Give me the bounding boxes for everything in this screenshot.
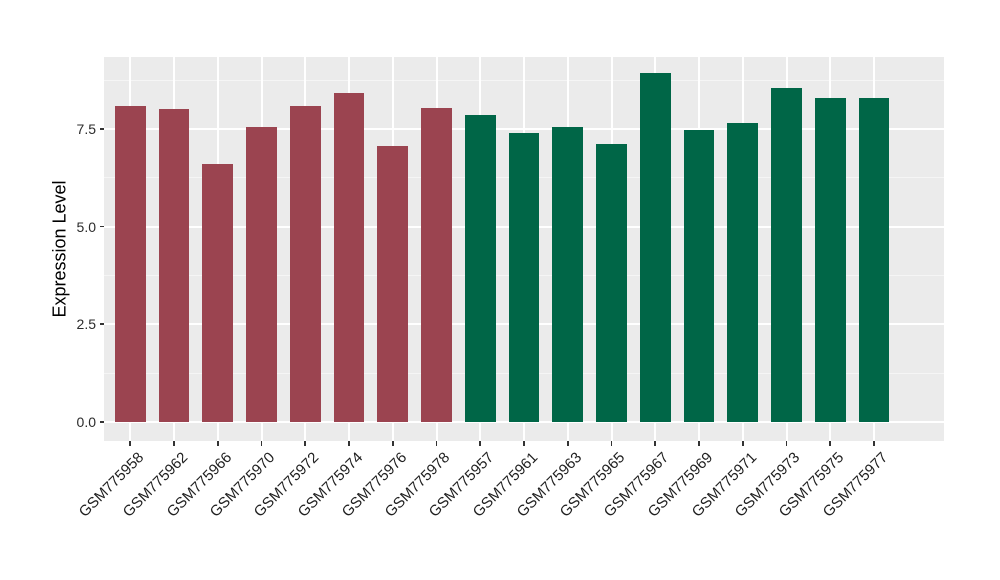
bar xyxy=(114,106,146,422)
y-tick-label: 2.5 xyxy=(76,316,96,333)
x-tick-mark xyxy=(435,441,438,446)
plot-panel xyxy=(104,57,944,441)
y-tick-mark xyxy=(99,323,104,325)
x-tick-mark xyxy=(391,441,394,446)
bar xyxy=(683,129,715,422)
y-tick-label: 0.0 xyxy=(76,413,96,430)
x-tick-mark xyxy=(829,441,832,446)
bar xyxy=(552,126,584,422)
y-tick-label: 7.5 xyxy=(76,120,96,137)
x-tick-label: GSM775977 xyxy=(659,449,891,521)
bar xyxy=(464,115,496,422)
bar xyxy=(771,87,802,422)
x-tick-mark xyxy=(566,441,569,446)
bar xyxy=(596,143,627,422)
bar xyxy=(158,108,190,422)
bar xyxy=(202,164,234,422)
bar xyxy=(508,132,540,422)
x-tick-mark xyxy=(654,441,657,446)
x-tick-mark xyxy=(304,441,307,446)
y-tick-mark xyxy=(99,421,104,423)
bar xyxy=(333,92,365,422)
x-tick-mark xyxy=(523,441,525,446)
x-tick-label-text: GSM775977 xyxy=(819,449,892,521)
x-tick-mark xyxy=(348,441,350,446)
x-tick-mark xyxy=(260,441,263,446)
bar xyxy=(289,105,321,422)
y-tick-label: 5.0 xyxy=(76,218,96,235)
bar xyxy=(639,73,671,422)
y-tick-mark xyxy=(99,128,104,130)
y-axis-title: Expression Level xyxy=(49,180,70,318)
x-tick-mark xyxy=(129,441,132,446)
bar xyxy=(421,108,452,422)
x-tick-mark xyxy=(216,441,219,446)
bar xyxy=(858,98,890,422)
bar xyxy=(246,126,277,422)
y-tick-mark xyxy=(99,225,104,228)
x-tick-mark xyxy=(741,441,744,446)
x-tick-mark xyxy=(479,441,482,446)
x-tick-mark xyxy=(610,441,613,446)
bar xyxy=(727,123,759,422)
bar xyxy=(814,97,846,422)
x-tick-mark xyxy=(173,441,175,446)
bar xyxy=(377,146,409,422)
x-tick-mark xyxy=(873,441,875,446)
x-tick-mark xyxy=(785,441,788,446)
x-tick-mark xyxy=(698,441,700,446)
